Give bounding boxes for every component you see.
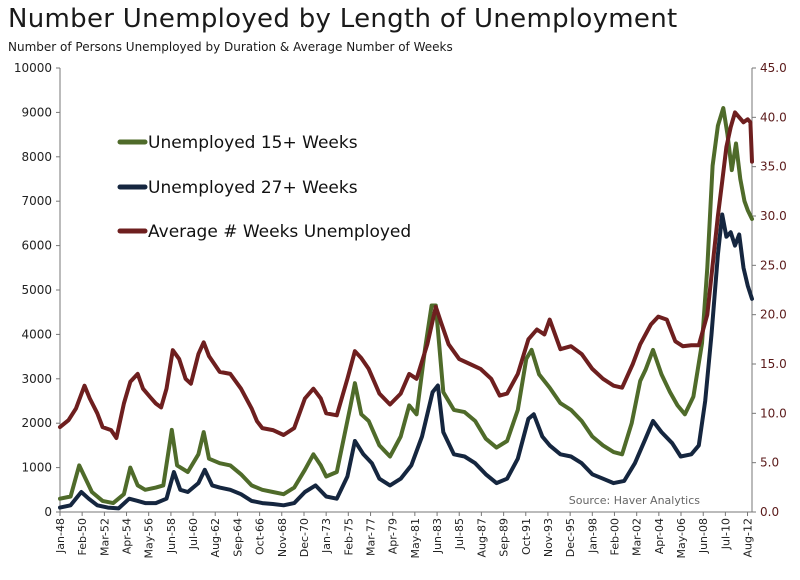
x-tick-label: Dec-95 <box>564 518 577 557</box>
x-tick-label: Jan-48 <box>54 518 67 554</box>
series-layer <box>58 106 754 511</box>
x-tick-label: Aug-62 <box>209 518 222 557</box>
x-tick-label: Jun-08 <box>697 518 710 554</box>
x-tick-label: Apr-79 <box>387 518 400 554</box>
x-tick-label: Sep-89 <box>498 518 511 557</box>
right-tick-label: 10.0 <box>760 406 787 420</box>
x-tick-label: Sep-64 <box>231 518 244 557</box>
right-tick-label: 0.0 <box>760 505 779 519</box>
x-tick-label: Mar-02 <box>631 518 644 556</box>
left-y-axis: 0 1000 2000 3000 4000 5000 6000 7000 8000 9000 100… <box>14 61 61 519</box>
source-label: Source: Haver Analytics <box>569 494 701 507</box>
right-tick-label: 5.0 <box>760 456 779 470</box>
series-line-3 <box>58 110 754 440</box>
x-tick-label: Jan-98 <box>586 518 599 554</box>
x-tick-label: Aug-87 <box>475 518 488 557</box>
x-tick-label: May-81 <box>409 518 422 559</box>
x-tick-label: Jun-58 <box>165 518 178 554</box>
x-tick-label: Oct-91 <box>520 518 533 555</box>
x-tick-label: Jul-10 <box>719 518 732 550</box>
left-tick-label: 0 <box>44 505 52 519</box>
legend-label: Unemployed 15+ Weeks <box>148 133 358 153</box>
right-tick-label: 25.0 <box>760 258 787 272</box>
legend-label: Average # Weeks Unemployed <box>148 222 411 242</box>
x-tick-label: Jan-73 <box>320 518 333 554</box>
left-tick-label: 4000 <box>21 327 52 341</box>
series-line-2 <box>58 212 754 511</box>
left-tick-label: 5000 <box>21 283 52 297</box>
x-tick-label: Dec-70 <box>298 518 311 557</box>
legend-label: Unemployed 27+ Weeks <box>148 178 358 198</box>
x-tick-label: Oct-66 <box>254 518 267 555</box>
x-tick-label: Jun-83 <box>431 518 444 554</box>
right-tick-label: 20.0 <box>760 308 787 322</box>
x-tick-label: May-56 <box>143 518 156 559</box>
right-tick-label: 45.0 <box>760 61 787 75</box>
chart-subtitle: Number of Persons Unemployed by Duration… <box>8 40 453 54</box>
left-tick-label: 8000 <box>21 150 52 164</box>
left-tick-label: 9000 <box>21 105 52 119</box>
left-tick-label: 6000 <box>21 239 52 253</box>
left-tick-label: 10000 <box>14 61 52 75</box>
chart-title: Number Unemployed by Length of Unemploym… <box>8 4 678 34</box>
x-tick-label: Nov-93 <box>542 518 555 557</box>
right-tick-label: 30.0 <box>760 209 787 223</box>
legend: Unemployed 15+ Weeks Unemployed 27+ Weeks… <box>117 133 411 242</box>
x-tick-label: Jul-85 <box>453 518 466 550</box>
left-tick-label: 3000 <box>21 372 52 386</box>
right-y-axis: 0.0 5.0 10.0 15.0 20.0 25.0 30.0 35.0 40.0 45.0 <box>751 61 787 519</box>
x-axis: Jan-48 Feb-50 Mar-52 Apr-54 May-56 Jun-58 Jul-… <box>54 511 755 559</box>
right-tick-label: 15.0 <box>760 357 787 371</box>
right-tick-label: 40.0 <box>760 110 787 124</box>
left-tick-label: 7000 <box>21 194 52 208</box>
right-tick-label: 35.0 <box>760 160 787 174</box>
x-tick-label: Feb-75 <box>342 518 355 555</box>
x-tick-label: Feb-00 <box>608 518 621 555</box>
x-tick-label: Mar-52 <box>98 518 111 556</box>
x-tick-label: Apr-04 <box>653 518 666 554</box>
x-tick-label: Apr-54 <box>121 518 134 554</box>
x-tick-label: May-06 <box>675 518 688 559</box>
x-tick-label: Feb-50 <box>76 518 89 555</box>
left-tick-label: 2000 <box>21 416 52 430</box>
x-tick-label: Jul-60 <box>187 518 200 550</box>
series-line-1 <box>58 106 754 506</box>
x-tick-label: Nov-68 <box>276 518 289 557</box>
x-tick-label: Mar-77 <box>365 518 378 556</box>
left-tick-label: 1000 <box>21 461 52 475</box>
x-tick-label: Aug-12 <box>742 518 755 557</box>
